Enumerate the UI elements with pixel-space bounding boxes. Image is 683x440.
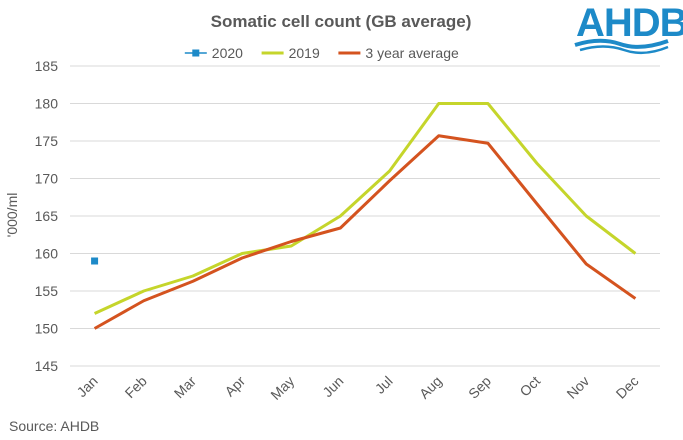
y-tick-label: 145 (35, 358, 59, 374)
y-axis-label: '000/ml (4, 193, 20, 238)
x-axis: Jan Feb Mar Apr May Jun Jul Aug Sep Oct Nov Dec (73, 373, 641, 403)
gridlines (70, 65, 660, 367)
y-tick-label: 165 (35, 208, 59, 224)
legend-swatch-0 (192, 49, 200, 57)
data-point-0-0 (91, 257, 99, 265)
legend-label-1: 2019 (289, 45, 320, 61)
source-note: Source: AHDB (9, 418, 99, 434)
x-tick-label: Apr (221, 373, 248, 400)
x-tick-label: Jul (372, 373, 396, 397)
y-tick-label: 175 (35, 133, 59, 149)
x-tick-label: Feb (121, 373, 150, 402)
logo-text: AHDB (576, 1, 683, 45)
x-tick-label: May (267, 373, 297, 403)
y-tick-label: 185 (35, 58, 59, 74)
logo: AHDB (574, 1, 683, 55)
x-tick-label: Aug (416, 373, 445, 402)
y-tick-label: 160 (35, 246, 59, 262)
x-tick-label: Mar (171, 373, 200, 402)
legend-label-0: 2020 (212, 45, 243, 61)
y-tick-label: 150 (35, 321, 59, 337)
x-tick-label: Oct (516, 373, 543, 400)
legend-label-2: 3 year average (365, 45, 459, 61)
legend: 2020 2019 3 year average (184, 45, 459, 61)
y-tick-label: 180 (35, 96, 59, 112)
x-tick-label: Jun (319, 373, 346, 400)
y-tick-label: 170 (35, 171, 59, 187)
series-line-1 (93, 102, 637, 315)
y-tick-label: 155 (35, 283, 59, 299)
chart-title: Somatic cell count (GB average) (211, 12, 472, 31)
y-axis: 145 150 155 160 165 170 175 180 185 (35, 58, 59, 374)
series-line-2 (93, 134, 637, 330)
x-tick-label: Sep (465, 373, 494, 402)
x-tick-label: Dec (613, 373, 642, 402)
logo-wave-icon-2 (579, 45, 669, 55)
series-group (91, 102, 637, 330)
x-tick-label: Jan (73, 373, 100, 400)
x-tick-label: Nov (563, 373, 592, 402)
logo-wave-icon (574, 38, 669, 49)
